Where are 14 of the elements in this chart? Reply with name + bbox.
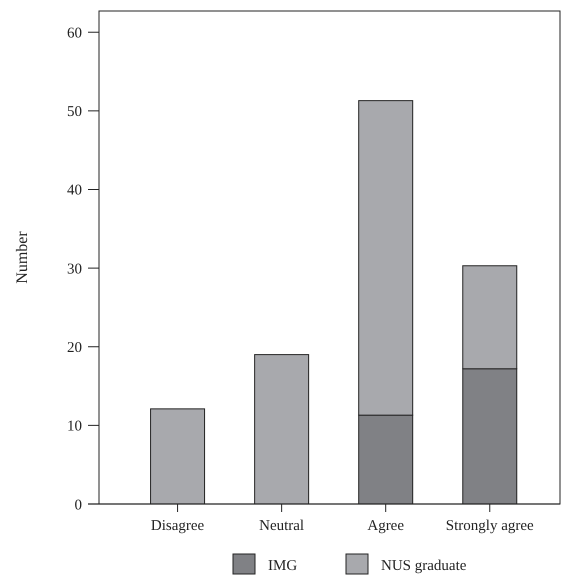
y-tick-label: 30	[67, 261, 82, 278]
y-tick-label: 20	[67, 340, 82, 356]
x-tick-label: Strongly agree	[446, 518, 534, 534]
x-tick-label: Agree	[367, 518, 404, 534]
legend-label: IMG	[268, 558, 298, 574]
legend-label: NUS graduate	[381, 558, 467, 574]
y-tick-label: 10	[67, 418, 82, 435]
x-tick-label: Neutral	[259, 518, 304, 534]
x-tick-label: Disagree	[150, 518, 205, 534]
y-tick-label: 0	[74, 497, 82, 514]
y-tick-label: 40	[67, 182, 82, 199]
y-axis-title: Number	[14, 230, 31, 284]
y-tick-label: 50	[67, 104, 82, 120]
y-tick-label: 60	[67, 25, 82, 42]
